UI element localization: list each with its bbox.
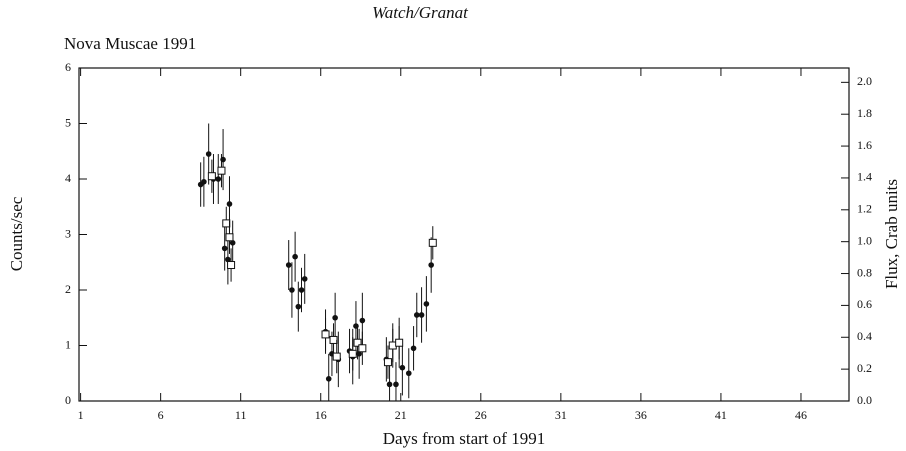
circle-point — [410, 345, 417, 352]
square-point — [332, 352, 341, 361]
circle-point — [285, 262, 292, 268]
circle-point — [298, 287, 305, 293]
x-tick-label: 41 — [715, 408, 727, 422]
y2-tick-label: 0.4 — [857, 329, 872, 343]
circle-point — [359, 317, 366, 324]
square-point — [207, 172, 216, 181]
circle-point — [225, 256, 231, 263]
circle-point — [325, 376, 332, 382]
x-tick-label: 11 — [235, 408, 247, 422]
y2-tick-label: 1.8 — [857, 106, 872, 120]
circle-point — [393, 381, 399, 388]
y2-tick-label: 0.0 — [857, 393, 872, 407]
y2-tick-label: 1.2 — [857, 202, 872, 216]
circle-point — [289, 287, 295, 293]
circle-point — [332, 314, 338, 321]
chart-subtitle: Nova Muscae 1991 — [64, 34, 196, 53]
y2-tick-label: 0.2 — [857, 361, 872, 375]
circle-point — [215, 176, 222, 182]
circle-point — [201, 178, 207, 185]
square-point — [329, 335, 338, 344]
y-tick-label: 3 — [65, 226, 71, 240]
circle-point — [423, 301, 430, 307]
x-tick-label: 21 — [395, 408, 407, 422]
circle-point — [413, 312, 420, 318]
circle-point — [399, 364, 406, 371]
y-tick-label: 0 — [65, 393, 71, 407]
y2-tick-label: 1.0 — [857, 233, 872, 247]
square-point — [321, 330, 330, 339]
circle-point — [226, 201, 233, 207]
square-point — [395, 338, 404, 347]
y2-tick-label: 1.6 — [857, 138, 872, 152]
circle-point — [428, 262, 434, 268]
circle-point — [205, 151, 212, 157]
circle-point — [229, 240, 236, 246]
circle-point — [295, 303, 302, 310]
circle-point — [386, 381, 393, 388]
square-point — [222, 219, 231, 228]
x-axis-label: Days from start of 1991 — [383, 429, 545, 448]
y2-axis-label: Flux, Crab units — [882, 179, 901, 289]
circle-point — [301, 276, 308, 282]
x-tick-label: 31 — [555, 408, 567, 422]
x-tick-label: 6 — [158, 408, 164, 422]
y-tick-label: 2 — [65, 282, 71, 296]
y-tick-label: 4 — [65, 171, 71, 185]
y-axis-label: Counts/sec — [7, 196, 26, 271]
x-tick-label: 16 — [315, 408, 327, 422]
square-point — [225, 233, 234, 242]
square-point — [358, 344, 367, 353]
circle-point — [221, 245, 228, 252]
y-tick-label: 5 — [65, 115, 71, 129]
circle-point — [292, 253, 298, 260]
y2-tick-label: 1.4 — [857, 170, 872, 184]
y2-tick-label: 0.6 — [857, 297, 872, 311]
square-point — [383, 358, 392, 367]
x-tick-label: 46 — [795, 408, 807, 422]
y-tick-label: 6 — [65, 60, 71, 74]
plot-frame — [78, 67, 850, 402]
x-tick-label: 36 — [635, 408, 647, 422]
circle-point — [418, 312, 425, 318]
chart-title: Watch/Granat — [372, 3, 469, 22]
y2-tick-label: 2.0 — [857, 74, 872, 88]
x-tick-label: 26 — [475, 408, 487, 422]
circle-point — [405, 370, 412, 377]
square-point — [348, 349, 357, 358]
y-tick-label: 1 — [65, 337, 71, 351]
y2-tick-label: 0.8 — [857, 265, 872, 279]
square-point — [227, 261, 236, 270]
x-tick-label: 1 — [78, 408, 84, 422]
square-point — [217, 166, 226, 175]
square-point — [353, 338, 362, 347]
square-point — [428, 238, 437, 247]
